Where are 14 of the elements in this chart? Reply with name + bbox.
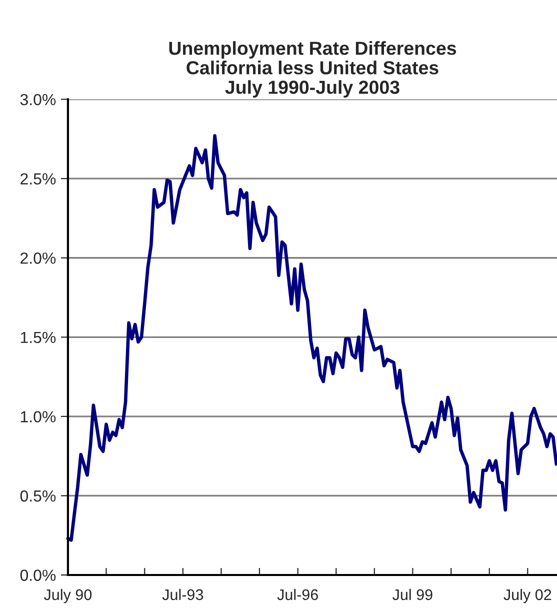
y-tick-label: 1.5% <box>20 332 56 344</box>
x-tick-label: July 02 <box>504 588 552 604</box>
y-tick-label: 0.5% <box>20 490 56 502</box>
line-series <box>66 134 557 542</box>
x-tick-label: July 90 <box>44 588 92 604</box>
y-tick-label: 0.0% <box>20 570 56 581</box>
x-tick-label: Jul-93 <box>162 588 204 600</box>
y-tick-label: 2.5% <box>20 173 56 185</box>
y-tick-label: 2.0% <box>20 252 56 264</box>
chart-title: Unemployment Rate Differences California less United States July 1990-July 2003 <box>169 41 456 98</box>
x-tick-label: Jul-96 <box>277 588 318 600</box>
y-tick-label: 3.0% <box>20 94 56 106</box>
x-tick-label: Jul 99 <box>392 588 432 600</box>
y-tick-label: 1.0% <box>20 411 56 422</box>
